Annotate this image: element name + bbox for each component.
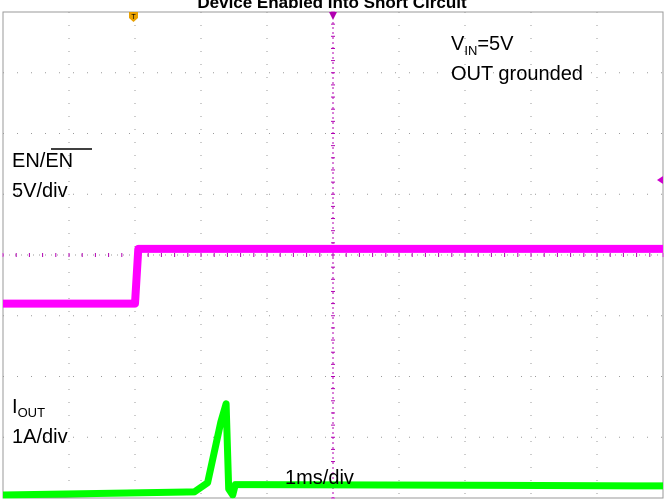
channel-offset-marker-icon	[657, 176, 663, 184]
svg-text:T: T	[131, 14, 136, 21]
iout-scale-label: 1A/div	[12, 426, 68, 448]
en-trace	[3, 244, 663, 308]
vin-label-value: =5V	[477, 33, 514, 55]
iout-label-sub: OUT	[18, 405, 46, 420]
chart-title: Device Enabled Into Short Circuit	[197, 0, 467, 12]
en-label-bar-text: EN	[45, 150, 73, 172]
trigger-marker-icon: T	[129, 12, 138, 22]
time-scale-label: 1ms/div	[285, 467, 354, 489]
en-scale-label: 5V/div	[12, 180, 68, 202]
iout-label-main: I	[12, 396, 18, 418]
en-label-text: EN/	[12, 150, 46, 172]
iout-trace	[2, 400, 664, 499]
en-channel-label: EN/EN	[12, 150, 73, 172]
vin-label-main: V	[451, 33, 465, 55]
svg-text:VIN=5V: VIN=5V	[451, 33, 514, 58]
iout-channel-label: IOUT	[12, 396, 45, 420]
vin-label-sub: IN	[464, 43, 477, 58]
time-reference-marker-icon	[329, 12, 337, 20]
waveform-traces	[2, 244, 664, 499]
vin-annotation: VIN=5V	[451, 33, 514, 58]
out-grounded-annotation: OUT grounded	[451, 63, 583, 85]
